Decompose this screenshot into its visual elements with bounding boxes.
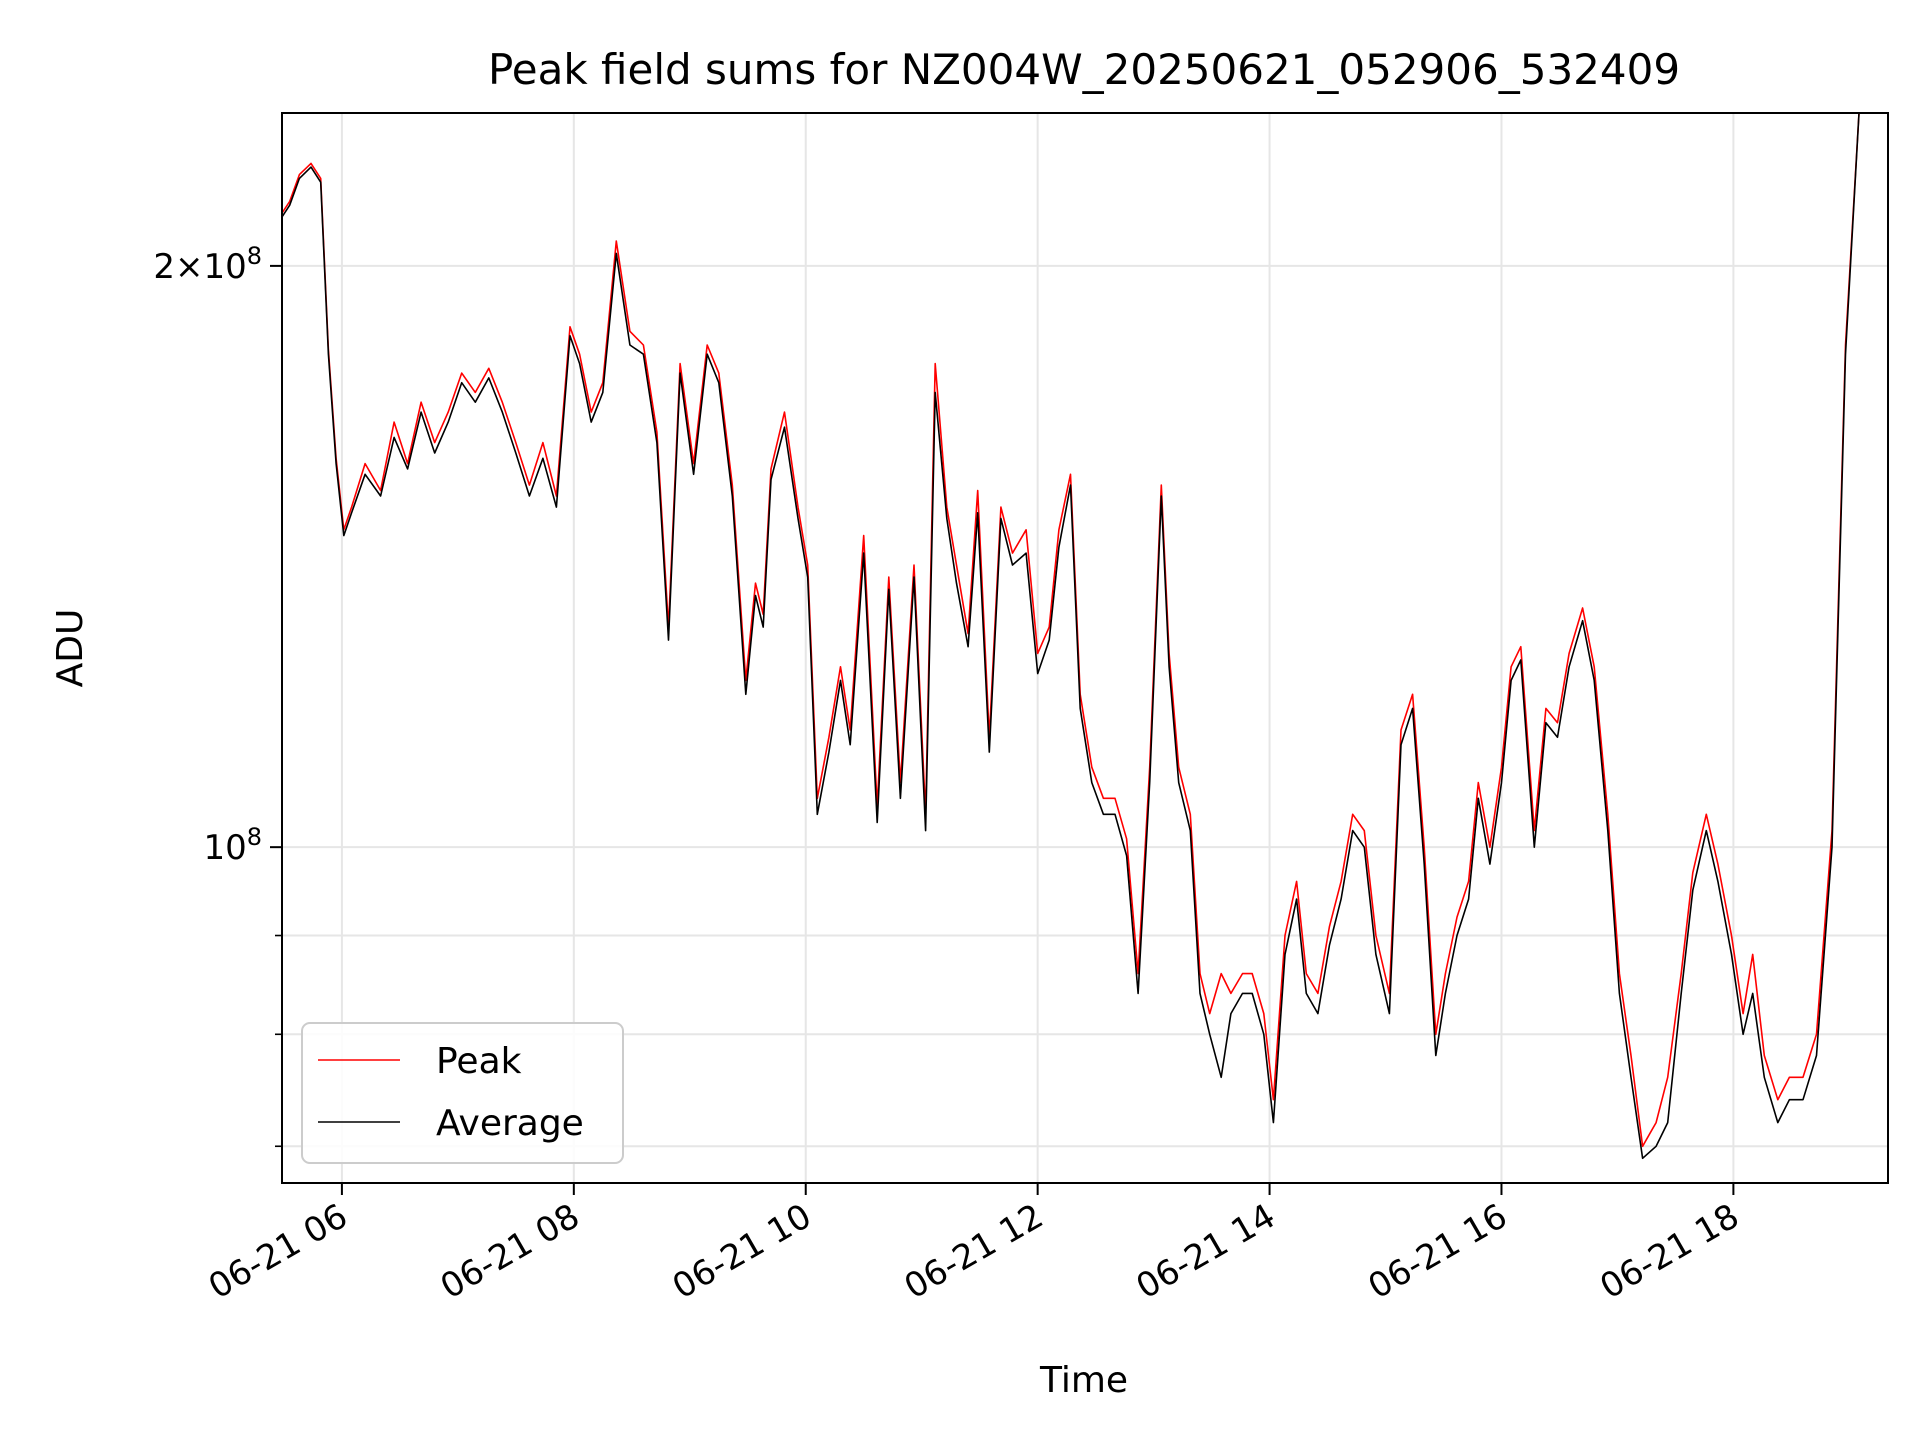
legend-label-average: Average xyxy=(436,1103,584,1144)
y-tick-label: 108 xyxy=(203,823,262,868)
y-axis-label: ADU xyxy=(50,609,91,688)
plot-frame xyxy=(281,112,1889,1184)
legend-label-peak: Peak xyxy=(436,1041,522,1082)
legend-box xyxy=(301,1022,624,1164)
series-layer xyxy=(282,113,1860,1160)
x-axis-label: Time xyxy=(1039,1360,1128,1401)
legend: Peak Average xyxy=(301,1022,624,1164)
grid xyxy=(282,113,1888,1183)
series-line-average xyxy=(282,113,1860,1160)
y-axis-ticks: 108 2×108 xyxy=(153,242,282,1148)
chart-title: Peak field sums for NZ004W_20250621_0529… xyxy=(488,45,1680,94)
y-tick-label: 2×108 xyxy=(153,242,262,287)
